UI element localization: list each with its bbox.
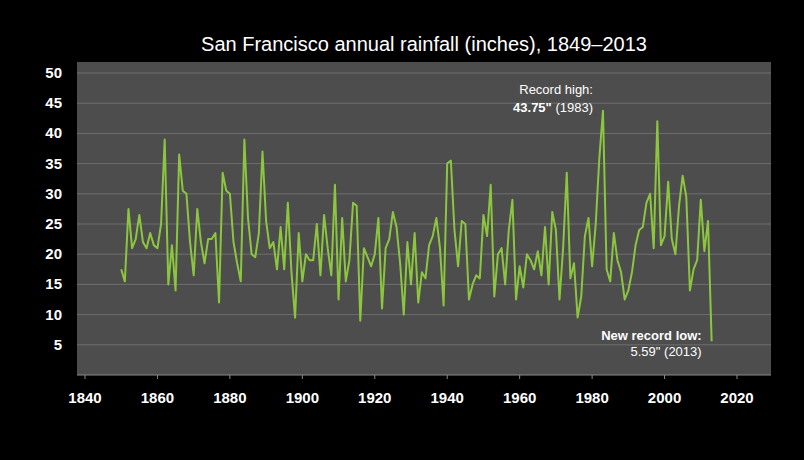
chart: San Francisco annual rainfall (inches), …	[0, 0, 804, 460]
x-tick-label: 2020	[720, 389, 753, 406]
grid-line	[77, 314, 771, 315]
x-tick-label: 1920	[358, 389, 391, 406]
x-tick	[302, 375, 303, 379]
y-tick-label: 10	[45, 306, 62, 323]
y-tick-label: 5	[54, 336, 62, 353]
y-tick-label: 50	[45, 64, 62, 81]
grid-line	[77, 103, 771, 104]
annotation: 5.59" (2013)	[631, 344, 702, 359]
x-tick	[519, 375, 520, 379]
x-tick-label: 1980	[575, 389, 608, 406]
background	[0, 0, 804, 460]
y-tick-label: 35	[45, 155, 62, 172]
annotation: Record high:	[519, 82, 593, 97]
plot-area	[77, 62, 771, 375]
grid-line	[77, 73, 771, 74]
y-tick-label: 15	[45, 275, 62, 292]
x-tick-label: 1880	[213, 389, 246, 406]
x-tick	[664, 375, 665, 379]
y-tick-label: 30	[45, 185, 62, 202]
y-tick-label: 25	[45, 215, 62, 232]
grid-line	[77, 254, 771, 255]
x-axis-line	[77, 375, 771, 376]
series-group	[121, 111, 711, 341]
annotation: New record low:	[601, 328, 701, 343]
x-tick-label: 1860	[141, 389, 174, 406]
x-tick-label: 1940	[431, 389, 464, 406]
x-tick-label: 2000	[648, 389, 681, 406]
annotation: 43.75" (1983)	[513, 100, 593, 115]
x-tick	[737, 375, 738, 379]
x-tick	[85, 375, 86, 379]
grid-line	[77, 284, 771, 285]
title: San Francisco annual rainfall (inches), …	[201, 33, 647, 55]
y-tick-label: 40	[45, 124, 62, 141]
x-tick	[157, 375, 158, 379]
grid-line	[77, 133, 771, 134]
x-tick	[447, 375, 448, 379]
x-tick-label: 1900	[286, 389, 319, 406]
x-tick-label: 1840	[68, 389, 101, 406]
x-tick-label: 1960	[503, 389, 536, 406]
x-tick	[374, 375, 375, 379]
x-tick	[592, 375, 593, 379]
x-tick	[229, 375, 230, 379]
y-tick-label: 45	[45, 94, 62, 111]
grid-line	[77, 224, 771, 225]
rainfall-line	[121, 111, 711, 341]
y-tick-label: 20	[45, 245, 62, 262]
